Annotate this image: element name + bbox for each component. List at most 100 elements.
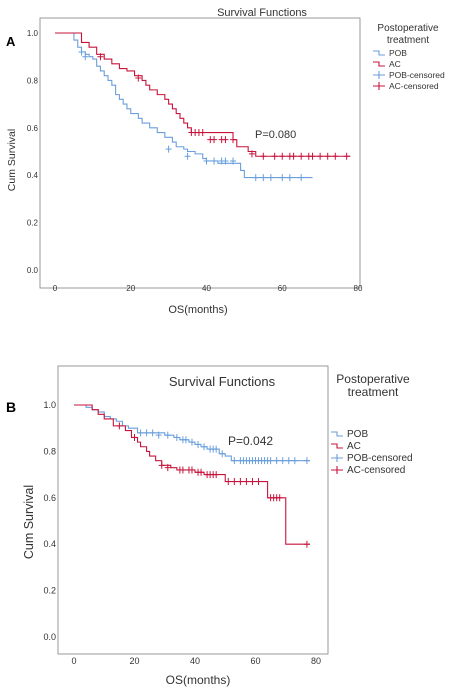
x-axis-label: OS(months): [168, 304, 227, 316]
censor-mark-pob: [286, 174, 293, 182]
censor-mark-ac: [179, 466, 186, 474]
censor-mark-ac: [260, 152, 267, 160]
x-tick-label: 20: [129, 656, 139, 666]
censor-mark-pob: [231, 457, 238, 465]
survival-curve-pob: [74, 404, 310, 462]
censor-mark-ac: [324, 152, 331, 160]
censor-mark-pob: [143, 429, 150, 437]
censor-mark-pob: [213, 445, 220, 453]
censor-mark-pob: [184, 152, 191, 160]
legend-entry: AC-censored: [389, 81, 439, 91]
survival-curve-ac: [55, 32, 351, 157]
chart-title: Survival Functions: [169, 374, 276, 389]
y-tick-label: 1.0: [43, 400, 56, 410]
censor-mark-ac: [116, 422, 123, 430]
censor-mark-ac: [255, 478, 262, 486]
censor-mark-ac: [317, 152, 324, 160]
legend-entry: POB: [347, 429, 368, 440]
censor-mark-ac: [290, 152, 297, 160]
censor-mark-pob: [222, 157, 229, 165]
censor-mark-ac: [276, 494, 283, 502]
y-axis-label: Cum Survival: [6, 129, 18, 191]
plot-frame: [57, 365, 329, 655]
legend-entry: POB: [389, 48, 407, 58]
censor-mark-ac: [248, 150, 255, 158]
censor-mark-pob: [82, 53, 89, 61]
censor-mark-pob: [273, 457, 280, 465]
censor-mark-pob: [230, 157, 237, 165]
censor-mark-ac: [97, 53, 104, 61]
legend-marker-ac-censored: [331, 466, 343, 474]
censor-mark-ac: [211, 136, 218, 144]
censor-mark-pob: [188, 438, 195, 446]
x-tick-label: 0: [71, 656, 76, 666]
censor-mark-ac: [231, 478, 238, 486]
chart-panel-b: B Survival Functions Cum Survival OS(months…: [6, 365, 413, 687]
x-tick-label: 80: [311, 656, 321, 666]
censor-mark-pob: [219, 450, 226, 458]
y-tick-label: 0.8: [27, 76, 39, 85]
censor-mark-ac: [225, 478, 232, 486]
panel-label: B: [6, 399, 16, 415]
legend-line-pob: [373, 50, 385, 56]
chart-title: Survival Functions: [217, 7, 307, 19]
censor-mark-pob: [252, 174, 259, 182]
censor-mark-ac: [164, 464, 171, 472]
censor-mark-ac: [271, 152, 278, 160]
legend-entry: AC: [389, 59, 401, 69]
x-tick-label: 80: [354, 284, 363, 293]
legend-line-ac: [331, 443, 343, 449]
censor-marks-pob: [78, 48, 305, 182]
plot-frame: [39, 17, 361, 289]
censor-mark-pob: [137, 429, 144, 437]
censor-marks-ac: [97, 53, 350, 160]
censor-mark-ac: [222, 136, 229, 144]
legend-marker-ac-censored: [373, 82, 385, 90]
legend-title: treatment: [348, 385, 399, 399]
censor-mark-pob: [285, 457, 292, 465]
x-tick-label: 60: [278, 284, 287, 293]
censor-mark-pob: [267, 457, 274, 465]
y-tick-label: 0.6: [43, 493, 56, 503]
censor-mark-pob: [279, 174, 286, 182]
censor-mark-ac: [309, 152, 316, 160]
survival-curve-pob: [55, 32, 313, 179]
censor-mark-ac: [131, 433, 138, 441]
censor-mark-ac: [135, 74, 142, 82]
censor-mark-ac: [230, 136, 237, 144]
chart-panel-a: A Survival Functions Cum Survival OS(months…: [6, 7, 445, 316]
censor-mark-pob: [303, 457, 310, 465]
y-axis-label: Cum Survival: [22, 485, 36, 559]
x-tick-label: 20: [126, 284, 135, 293]
legend-title: Postoperative: [377, 23, 439, 34]
y-tick-label: 0.2: [27, 219, 39, 228]
censor-mark-pob: [173, 433, 180, 441]
censor-mark-pob: [155, 431, 162, 439]
censor-mark-pob: [149, 429, 156, 437]
y-tick-label: 0.0: [27, 266, 39, 275]
censor-mark-ac: [213, 471, 220, 479]
censor-marks-pob: [137, 429, 310, 465]
censor-mark-ac: [249, 478, 256, 486]
censor-mark-pob: [267, 174, 274, 182]
censor-mark-pob: [195, 440, 202, 448]
censor-mark-ac: [343, 152, 350, 160]
censor-mark-pob: [211, 157, 218, 165]
censor-mark-ac: [158, 461, 165, 469]
p-value-annotation: P=0.080: [255, 129, 296, 141]
x-tick-label: 60: [250, 656, 260, 666]
censor-mark-pob: [182, 436, 189, 444]
x-tick-label: 40: [202, 284, 211, 293]
censor-mark-pob: [260, 174, 267, 182]
legend-title: treatment: [387, 35, 429, 46]
legend-marker-pob-censored: [331, 454, 343, 462]
y-tick-label: 1.0: [27, 29, 39, 38]
legend-entry: POB-censored: [389, 70, 445, 80]
censor-mark-pob: [291, 457, 298, 465]
censor-mark-ac: [243, 478, 250, 486]
censor-mark-ac: [332, 152, 339, 160]
censor-mark-pob: [164, 431, 171, 439]
